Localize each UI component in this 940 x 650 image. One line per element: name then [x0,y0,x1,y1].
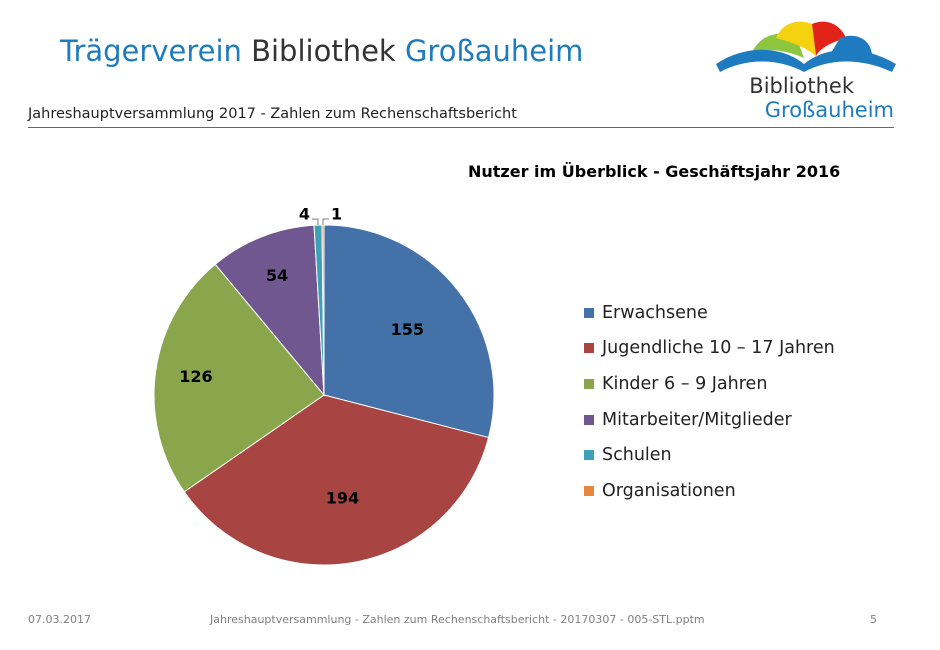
legend-label: Organisationen [602,480,736,501]
legend-item-jugendliche-10-17-jahren: Jugendliche 10 – 17 Jahren [584,331,835,367]
title-word-3: Großauheim [404,34,584,68]
legend-label: Jugendliche 10 – 17 Jahren [602,338,835,359]
slide-subtitle: Jahreshauptversammlung 2017 - Zahlen zum… [28,106,517,122]
logo-text-line2: Großauheim [764,98,894,122]
data-label-kinder-6-9-jahren: 126 [179,367,212,386]
pie-slice-kinder-6-9-jahren [153,263,325,493]
title-word-2: Bibliothek [251,34,396,68]
data-label-jugendliche-10-17-jahren: 194 [326,488,359,507]
legend-swatch [584,378,594,389]
data-label-erwachsene: 155 [391,320,424,339]
legend-swatch [584,343,594,354]
footer-text: Jahreshauptversammlung - Zahlen zum Rech… [210,613,705,626]
legend-swatch [584,450,594,461]
data-label-mitarbeiter-mitglieder: 54 [266,266,288,285]
legend-swatch [584,307,594,318]
pie-slice-mitarbeiter-mitglieder [214,224,325,397]
data-label-organisationen: 1 [331,205,342,224]
legend-item-kinder-6-9-jahren: Kinder 6 – 9 Jahren [584,366,835,402]
logo-text-line1: Bibliothek [749,74,854,98]
page-number: 5 [870,613,877,626]
legend-swatch [584,485,594,496]
legend-label: Kinder 6 – 9 Jahren [602,373,768,394]
legend-swatch [584,414,594,425]
legend-item-organisationen: Organisationen [584,473,835,509]
legend-label: Mitarbeiter/Mitglieder [602,409,792,430]
title-word-1: Trägerverein [60,34,242,68]
logo-book-icon [716,21,896,72]
library-logo: Bibliothek Großauheim [712,12,898,124]
chart-legend: Erwachsene Jugendliche 10 – 17 Jahren Kind… [584,295,835,509]
pie-slice-erwachsene [323,224,495,439]
chart-title: Nutzer im Überblick - Geschäftsjahr 2016 [468,162,841,181]
pie-slice-organisationen [321,224,325,396]
legend-item-schulen: Schulen [584,437,835,473]
slide-title: Trägerverein Bibliothek Großauheim [60,34,583,69]
legend-label: Erwachsene [602,302,708,323]
pie-slice-jugendliche-10-17-jahren [183,394,490,566]
leader-line-schulen [312,218,319,226]
header-divider [28,127,894,128]
data-label-schulen: 4 [299,205,310,224]
legend-item-mitarbeiter-mitglieder: Mitarbeiter/Mitglieder [584,402,835,438]
footer-date: 07.03.2017 [28,613,91,626]
legend-label: Schulen [602,445,672,466]
leader-line-organisationen [322,218,329,226]
legend-item-erwachsene: Erwachsene [584,295,835,331]
